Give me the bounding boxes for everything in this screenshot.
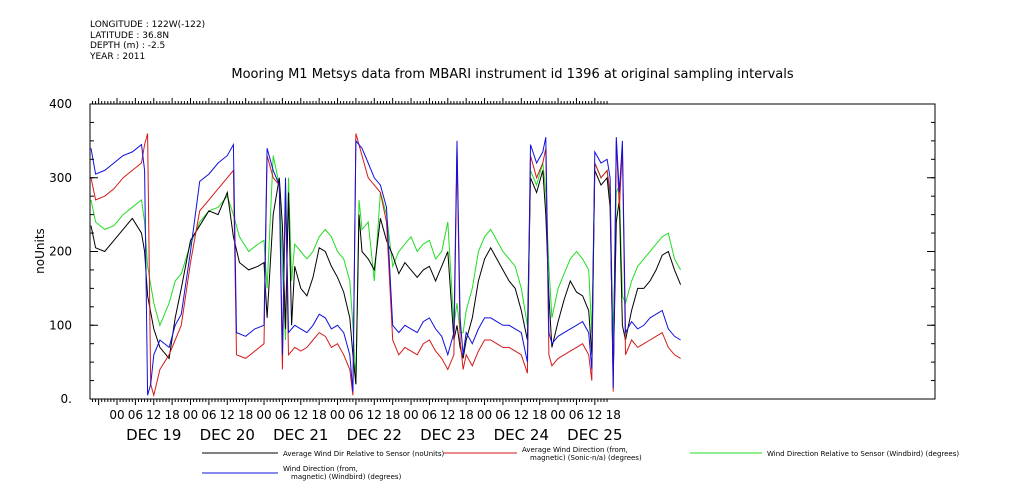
year-text: YEAR : 2011 — [90, 51, 146, 62]
x-tick-label: 00 — [550, 408, 565, 422]
x-tick-label: 06 — [569, 408, 584, 422]
x-tick-label: 06 — [422, 408, 437, 422]
x-tick-label: 18 — [385, 408, 400, 422]
x-tick-label: 18 — [532, 408, 547, 422]
x-day-label: DEC 23 — [420, 426, 475, 444]
x-tick-label: 18 — [164, 408, 179, 422]
series-line-4 — [90, 137, 681, 396]
x-tick-label: 00 — [183, 408, 198, 422]
x-tick-label: 06 — [495, 408, 510, 422]
y-axis: 0. 100 200 300 400 — [49, 97, 935, 406]
legend-label-4: Wind Direction (from, magnetic) (Windbird… — [283, 465, 402, 481]
series-lines — [90, 133, 682, 398]
y-tick-label: 400 — [49, 97, 72, 111]
x-tick-label: 12 — [514, 408, 529, 422]
x-day-label: DEC 25 — [567, 426, 622, 444]
x-day-label: DEC 19 — [126, 426, 181, 444]
x-tick-label: 00 — [477, 408, 492, 422]
x-tick-label: 12 — [440, 408, 455, 422]
y-tick-label: 300 — [49, 171, 72, 185]
x-tick-label: 06 — [348, 408, 363, 422]
x-tick-label: 00 — [403, 408, 418, 422]
x-tick-label: 06 — [201, 408, 216, 422]
y-tick-label: 0. — [61, 392, 72, 406]
chart-title: Mooring M1 Metsys data from MBARI instru… — [231, 67, 794, 82]
x-tick-label: 12 — [146, 408, 161, 422]
x-tick-label: 18 — [312, 408, 327, 422]
y-tick-label: 100 — [49, 318, 72, 332]
plot-frame — [89, 103, 936, 400]
longitude-text: LONGITUDE : 122W(-122) — [90, 20, 206, 30]
x-tick-label: 12 — [367, 408, 382, 422]
x-day-label: DEC 22 — [347, 426, 402, 444]
x-tick-label: 12 — [587, 408, 602, 422]
x-day-label: DEC 21 — [273, 426, 328, 444]
x-tick-label: 12 — [220, 408, 235, 422]
x-tick-label: 18 — [238, 408, 253, 422]
x-tick-label: 18 — [606, 408, 621, 422]
legend: Average Wind Dir Relative to Sensor (noU… — [202, 446, 959, 481]
x-day-label: DEC 20 — [200, 426, 255, 444]
legend-label-3: Wind Direction Relative to Sensor (Windb… — [767, 450, 959, 458]
legend-label-2: Average Wind Direction (from, magnetic) (… — [522, 446, 642, 462]
latitude-text: LATITUDE : 36.8N — [90, 30, 170, 41]
x-tick-label: 00 — [256, 408, 271, 422]
x-tick-label: 06 — [128, 408, 143, 422]
depth-text: DEPTH (m) : -2.5 — [90, 41, 166, 51]
y-tick-label: 200 — [49, 245, 72, 259]
x-day-label: DEC 24 — [494, 426, 549, 444]
x-tick-label: 06 — [275, 408, 290, 422]
x-tick-label: 00 — [109, 408, 124, 422]
metadata-block: LONGITUDE : 122W(-122) LATITUDE : 36.8N … — [90, 20, 205, 62]
x-tick-label: 12 — [293, 408, 308, 422]
x-tick-label: 18 — [459, 408, 474, 422]
x-tick-label: 00 — [330, 408, 345, 422]
y-axis-label: noUnits — [33, 228, 47, 274]
x-axis: 00 06 12 18 00 06 12 18 00 06 12 18 00 06 12 18 00 06 12 18… — [91, 98, 623, 444]
legend-label-1: Average Wind Dir Relative to Sensor (noU… — [283, 450, 444, 458]
